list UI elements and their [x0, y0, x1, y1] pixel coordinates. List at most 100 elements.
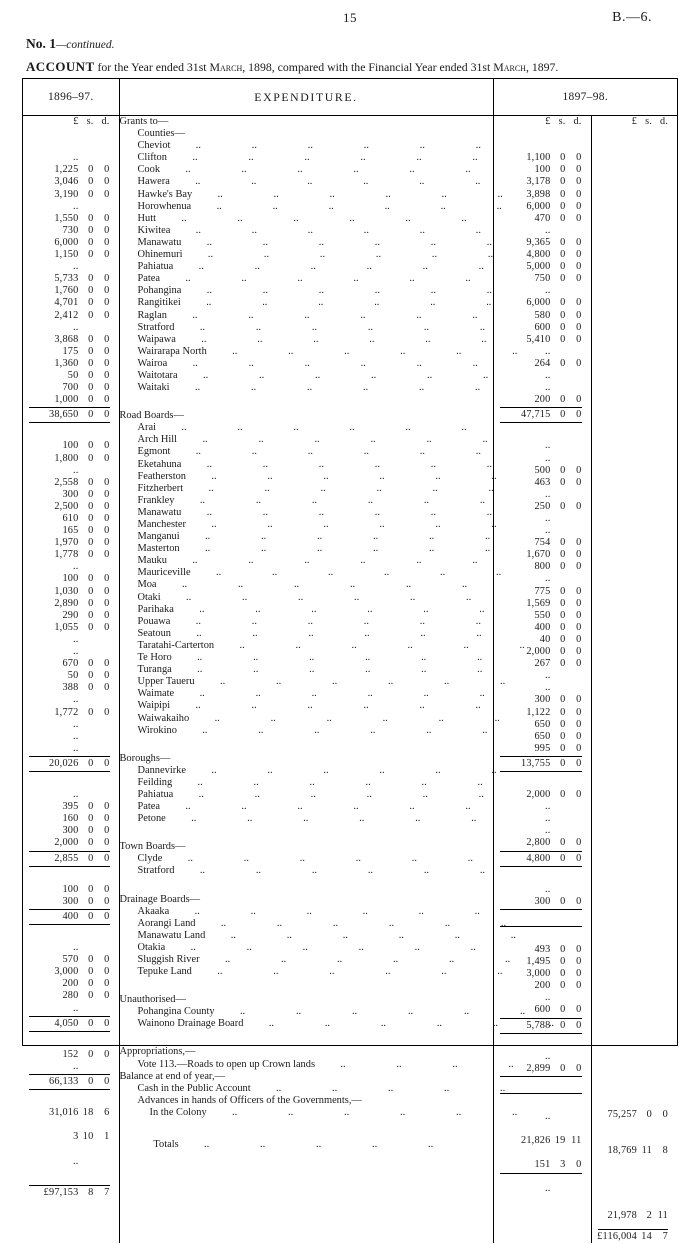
leader-dots: ..	[477, 652, 483, 664]
left-amount-s: 0	[88, 954, 94, 966]
leader-dots: ..	[427, 369, 433, 381]
leader-dots: ..	[308, 627, 314, 639]
leader-dots: ..	[409, 273, 415, 285]
left-amount: 2,500 0 0	[23, 501, 119, 513]
leader-dots: ..	[198, 788, 204, 800]
row-label-akaaka: Akaaka............	[120, 906, 493, 918]
leader-dots: ..	[448, 954, 455, 965]
leader-dots: ..	[358, 941, 364, 953]
leader-dots: ..	[255, 321, 262, 333]
section-total-mid: 13,755 0 0	[494, 758, 591, 770]
left-amount-s: 0	[88, 369, 94, 381]
row-label-hawera: Hawera............	[120, 176, 493, 188]
leader-dots: ..	[307, 446, 313, 458]
left-amount-d: 0	[104, 452, 110, 464]
leader-dots: ..	[478, 788, 484, 800]
leader-dots: ..	[232, 345, 238, 357]
leader-dots: ..	[423, 603, 429, 615]
mid-amount-p: 754	[534, 537, 551, 549]
account-caption: ACCOUNT for the Year ended 31st March, 1…	[26, 59, 700, 75]
cash-mid-s: 19	[554, 1135, 566, 1147]
row-label-arch-hill: Arch Hill............	[120, 434, 493, 446]
label-text: Egmont	[137, 446, 171, 458]
grand-total-left-p: £97,153	[43, 1186, 79, 1198]
section-total-left-s: 0	[88, 1017, 94, 1029]
label-text: Manawatu Land	[137, 929, 206, 941]
left-amount-s: 0	[88, 883, 94, 895]
leader-dots: ..	[192, 152, 198, 164]
row-label-eketahuna: Eketahuna............	[120, 459, 493, 471]
leader-dots: ..	[306, 905, 312, 917]
mid-amount: 6,000 0 0	[494, 297, 591, 309]
label-text: Town Boards—	[119, 841, 186, 853]
leader-dots: ..	[364, 627, 370, 639]
leader-dots: ..	[420, 627, 426, 639]
spacer	[592, 471, 678, 483]
leader-dots: ..	[191, 813, 197, 825]
leader-dots: ..	[318, 506, 324, 518]
mid-amount-s: 0	[560, 333, 566, 345]
row-label-mauku: Mauku............	[120, 555, 493, 567]
spacer	[592, 334, 678, 346]
leader-dots: ..	[472, 309, 478, 321]
leader-dots: ..	[374, 285, 380, 297]
section-total-left: 400 0 0	[23, 911, 119, 923]
mid-amount: 250 0 0	[494, 501, 591, 513]
row-label-waimate: Waimate............	[120, 688, 493, 700]
left-amount-s: 0	[88, 357, 94, 369]
spacer	[592, 422, 678, 434]
leader-dots: ..	[419, 140, 425, 152]
mid-amount-s: 0	[560, 561, 566, 573]
label-text: Turanga	[137, 664, 172, 676]
left-amount-d	[94, 322, 110, 334]
spacer	[120, 878, 493, 894]
left-amount: ..	[23, 743, 119, 755]
mid-amount-s	[551, 440, 566, 452]
spacer	[592, 579, 678, 591]
left-amount-p: 1,970	[54, 537, 79, 549]
leader-dots: ..	[295, 1006, 302, 1018]
colony-mid-p: 151	[534, 1159, 551, 1171]
mid-amount-d: 0	[576, 176, 582, 188]
label-text: Waipipi	[137, 700, 171, 712]
left-amount: ..	[23, 152, 119, 164]
mid-amount-d	[566, 489, 582, 501]
mid-amount-s	[551, 813, 566, 825]
spacer	[23, 1178, 119, 1184]
money-heading-right: £ s. d.	[592, 116, 678, 128]
left-amount: 152 0 0	[23, 1049, 119, 1061]
leader-dots: ..	[203, 369, 209, 381]
left-amount-d: 0	[104, 394, 110, 406]
left-amount-p: 2,412	[54, 309, 79, 321]
mid-amount-p: 6,000	[526, 200, 551, 212]
grand-total-right-p: £116,004	[597, 1230, 637, 1242]
leader-dots: ..	[251, 615, 257, 627]
leader-dots: ..	[267, 764, 273, 776]
leader-dots: ..	[470, 941, 476, 953]
vote-left: 31,016 18 6	[23, 1107, 119, 1119]
leader-dots: ..	[261, 543, 267, 555]
leader-dots: ..	[423, 321, 430, 333]
label-text: Feilding	[137, 776, 173, 788]
label-text: Taratahi-Carterton	[137, 639, 215, 651]
leader-dots: ..	[304, 357, 310, 369]
vote-mid-d	[566, 1111, 582, 1123]
leader-dots: ..	[475, 176, 481, 188]
label-text: Horowhenua	[137, 200, 192, 212]
left-amount: 2,558 0 0	[23, 477, 119, 489]
section-total-left-s: 0	[88, 910, 94, 922]
left-amount-d: 0	[104, 825, 110, 837]
left-amount-s: 0	[88, 212, 94, 224]
left-amount-s	[79, 201, 94, 213]
leader-dots: ..	[273, 966, 279, 978]
mid-amount-s: 0	[560, 706, 566, 718]
leader-dots: ..	[206, 506, 212, 518]
left-amount-d: 0	[104, 978, 110, 990]
label-text: Pohangina	[137, 285, 182, 297]
leader-dots: ..	[444, 917, 451, 929]
leader-dots: ..	[444, 1082, 450, 1094]
mid-amount-p: 1,100	[526, 152, 551, 164]
leader-dots: ..	[199, 688, 205, 700]
leader-dots: ..	[314, 434, 320, 446]
left-amount-d: 0	[104, 285, 110, 297]
